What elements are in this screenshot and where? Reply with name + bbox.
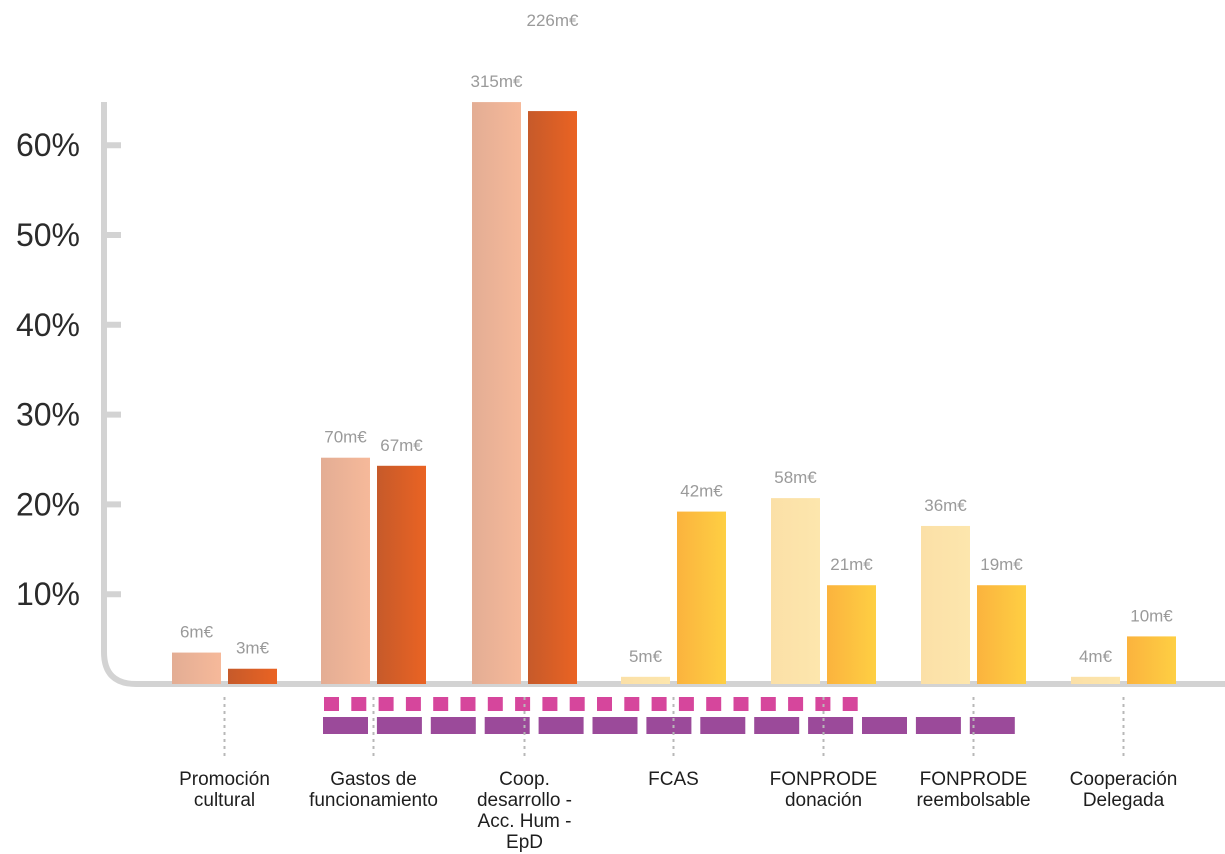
dash-square — [433, 697, 449, 711]
dash-bar — [538, 717, 584, 734]
category-label-line: donación — [785, 790, 862, 811]
dash-square — [324, 697, 339, 711]
dash-bar — [376, 717, 422, 734]
bar-value-label: 58m€ — [774, 468, 817, 487]
bar-value-label: 5m€ — [629, 647, 663, 666]
bar-value-label: 10m€ — [1130, 606, 1173, 625]
chart-decoration — [223, 697, 1125, 757]
y-tick-label: 40% — [16, 307, 80, 343]
bar — [321, 457, 370, 684]
dash-square — [460, 697, 476, 711]
y-tick-label: 30% — [16, 397, 80, 433]
dash-square — [542, 697, 558, 711]
category-label-line: cultural — [194, 790, 255, 811]
category-label-line: Cooperación — [1070, 769, 1178, 790]
bar — [472, 102, 521, 684]
category-label-line: funcionamiento — [309, 790, 438, 811]
dash-square — [760, 697, 776, 711]
dash-bar — [430, 717, 476, 734]
dash-square — [842, 697, 858, 711]
bar-value-label: 226m€ — [527, 11, 580, 30]
bar — [1071, 676, 1120, 684]
bar — [1127, 636, 1176, 684]
category-label-line: Promoción — [179, 769, 270, 790]
bar — [172, 652, 221, 684]
category-label-line: reembolsable — [916, 790, 1030, 811]
bar — [921, 525, 970, 684]
dash-bar — [969, 717, 1015, 734]
category-label-line: FCAS — [648, 769, 699, 790]
dash-square — [651, 697, 667, 711]
dash-bar — [808, 717, 854, 734]
chart-labels: 10% 20% 30% 40% 50% 60% 6m€ 3m€ 70m€ 67m€ 315m€ 226… — [16, 11, 1177, 853]
category-label: FONPRODE reembolsable — [916, 769, 1030, 811]
category-label-line: FONPRODE — [770, 769, 878, 790]
category-label: Cooperación Delegada — [1070, 769, 1178, 811]
dash-square — [487, 697, 503, 711]
category-label-line: Coop. — [499, 769, 550, 790]
dash-square — [405, 697, 421, 711]
dash-square — [624, 697, 640, 711]
bar — [771, 498, 820, 684]
dash-bar — [323, 717, 368, 734]
dash-bar — [484, 717, 530, 734]
bar — [621, 676, 670, 684]
category-label: Gastos de funcionamiento — [309, 769, 438, 811]
category-label: FONPRODE donación — [770, 769, 878, 811]
dash-square — [597, 697, 612, 711]
bar — [528, 111, 577, 685]
bar-value-label: 4m€ — [1079, 647, 1113, 666]
dash-bar — [915, 717, 961, 734]
bar-value-label: 36m€ — [924, 496, 967, 515]
dash-square — [378, 697, 394, 711]
category-label: Promoción cultural — [179, 769, 270, 811]
dash-square — [351, 697, 367, 711]
bar-value-label: 3m€ — [236, 639, 270, 658]
bar — [677, 511, 726, 684]
category-label: FCAS — [648, 769, 699, 790]
bar — [977, 585, 1026, 684]
category-label-line: EpD — [506, 832, 543, 853]
chart-axes — [101, 102, 1225, 687]
dash-bar — [862, 717, 907, 734]
dash-square — [515, 697, 531, 711]
category-label-line: Delegada — [1083, 790, 1165, 811]
y-tick-label: 60% — [16, 127, 80, 163]
dash-square — [733, 697, 749, 711]
y-tick-label: 50% — [16, 217, 80, 253]
bar-value-label: 315m€ — [471, 72, 524, 91]
bar-value-label: 67m€ — [380, 436, 423, 455]
dash-bar — [700, 717, 746, 734]
dash-bar — [646, 717, 692, 734]
y-tick-label: 20% — [16, 486, 80, 522]
bar — [377, 465, 426, 684]
category-label-line: Gastos de — [330, 769, 417, 790]
bar-value-label: 42m€ — [680, 482, 723, 501]
bar — [228, 668, 277, 684]
dash-bar — [754, 717, 800, 734]
bar-value-label: 19m€ — [980, 555, 1023, 574]
chart-marks — [172, 102, 1176, 685]
category-label-line: FONPRODE — [920, 769, 1028, 790]
category-label-line: desarrollo - — [477, 790, 572, 811]
category-label-line: Acc. Hum - — [478, 811, 572, 832]
bar-value-label: 70m€ — [324, 428, 367, 447]
dash-bar — [592, 717, 638, 734]
dash-square — [569, 697, 585, 711]
category-label: Coop. desarrollo -Acc. Hum -EpD — [477, 769, 572, 853]
y-tick-label: 10% — [16, 576, 80, 612]
axis-line — [101, 102, 1225, 687]
dash-square — [678, 697, 694, 711]
dash-square — [788, 697, 804, 711]
bar-value-label: 21m€ — [830, 555, 873, 574]
dash-square — [706, 697, 722, 711]
bar-value-label: 6m€ — [180, 623, 214, 642]
bar — [827, 585, 876, 684]
